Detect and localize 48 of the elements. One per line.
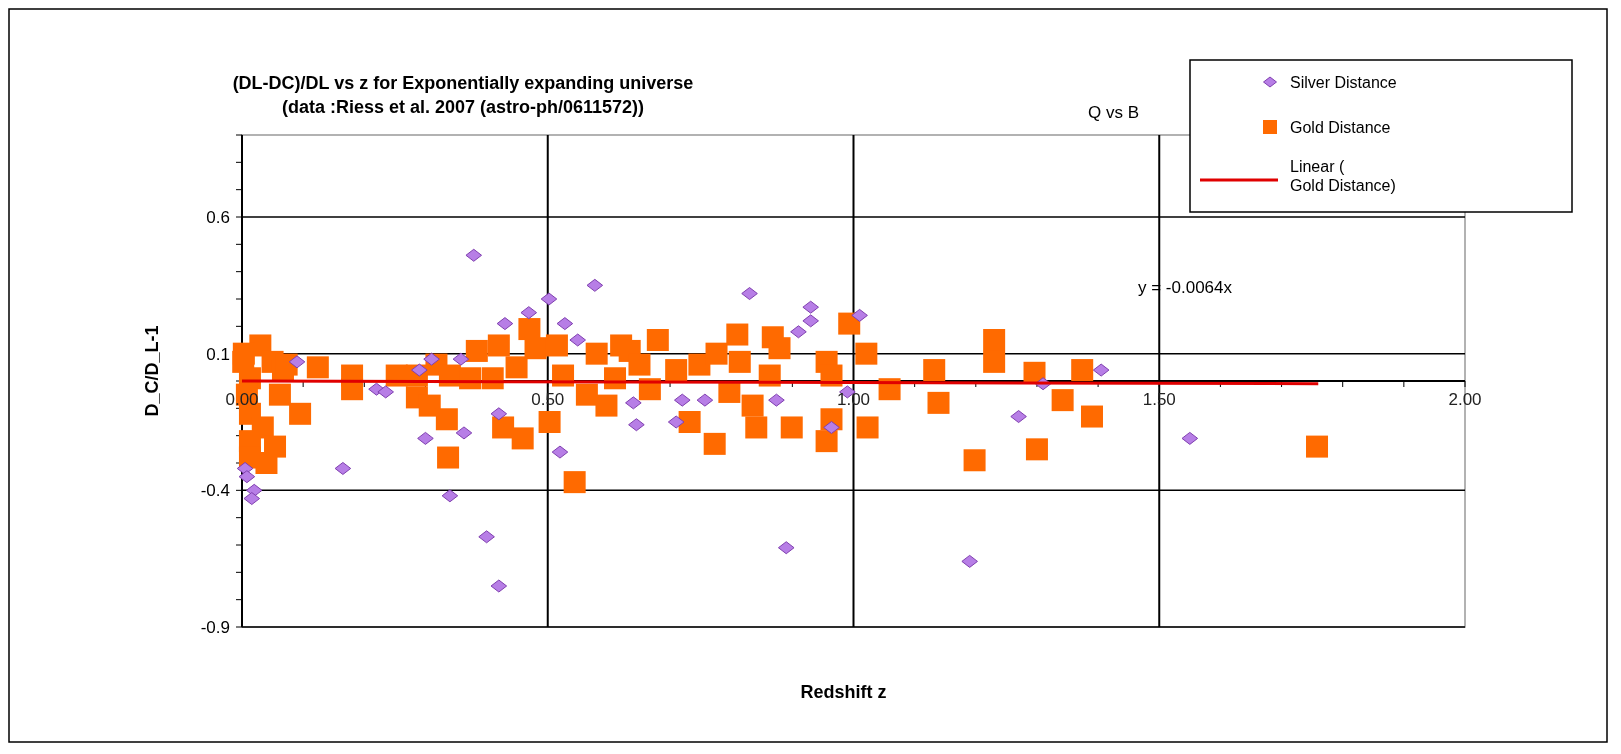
legend-label: Gold Distance bbox=[1290, 118, 1391, 136]
point bbox=[455, 426, 473, 440]
point bbox=[243, 492, 261, 506]
point bbox=[741, 287, 758, 301]
point bbox=[540, 292, 558, 306]
point bbox=[1010, 410, 1027, 424]
chart-title: (DL-DC)/DL vs z for Exponentially expanding universe (data :Riess et al. 2007 (astro-ph/0611572)) bbox=[232, 73, 694, 117]
y-tick-label: 0.6 bbox=[206, 207, 230, 227]
point bbox=[490, 407, 508, 421]
legend-label: Linear (Gold Distance) bbox=[1290, 158, 1396, 194]
point bbox=[441, 489, 459, 503]
x-tick-label: 2.00 bbox=[1448, 390, 1482, 409]
y-tick-label: -0.9 bbox=[200, 617, 230, 637]
point bbox=[667, 415, 685, 429]
point bbox=[625, 396, 642, 410]
point bbox=[628, 418, 645, 432]
point bbox=[1092, 363, 1110, 377]
point bbox=[452, 352, 470, 366]
point bbox=[851, 308, 868, 322]
point bbox=[238, 470, 256, 484]
point bbox=[802, 314, 819, 328]
text: Q vs B bbox=[1088, 103, 1140, 122]
point bbox=[802, 300, 819, 314]
point bbox=[478, 530, 495, 544]
point bbox=[465, 248, 483, 262]
y-tick-label: 0.1 bbox=[206, 344, 230, 364]
point bbox=[696, 393, 714, 407]
point bbox=[790, 325, 807, 339]
point bbox=[1181, 431, 1199, 445]
point bbox=[496, 317, 514, 331]
point bbox=[673, 393, 691, 407]
legend-label: Silver Distance bbox=[1290, 73, 1397, 91]
point bbox=[288, 355, 306, 369]
point bbox=[520, 306, 538, 320]
point bbox=[377, 385, 394, 399]
point bbox=[334, 461, 352, 475]
point bbox=[569, 333, 587, 347]
point bbox=[777, 541, 795, 555]
point bbox=[961, 554, 978, 568]
point bbox=[556, 317, 574, 331]
point bbox=[551, 445, 569, 459]
point bbox=[768, 393, 785, 407]
y-axis-title: D_C/D_L-1 bbox=[142, 325, 162, 417]
y-tick-label: -0.4 bbox=[200, 481, 230, 501]
point bbox=[586, 278, 604, 292]
point bbox=[490, 579, 508, 593]
x-axis-title: Redshift z bbox=[800, 682, 887, 702]
point bbox=[417, 431, 434, 445]
